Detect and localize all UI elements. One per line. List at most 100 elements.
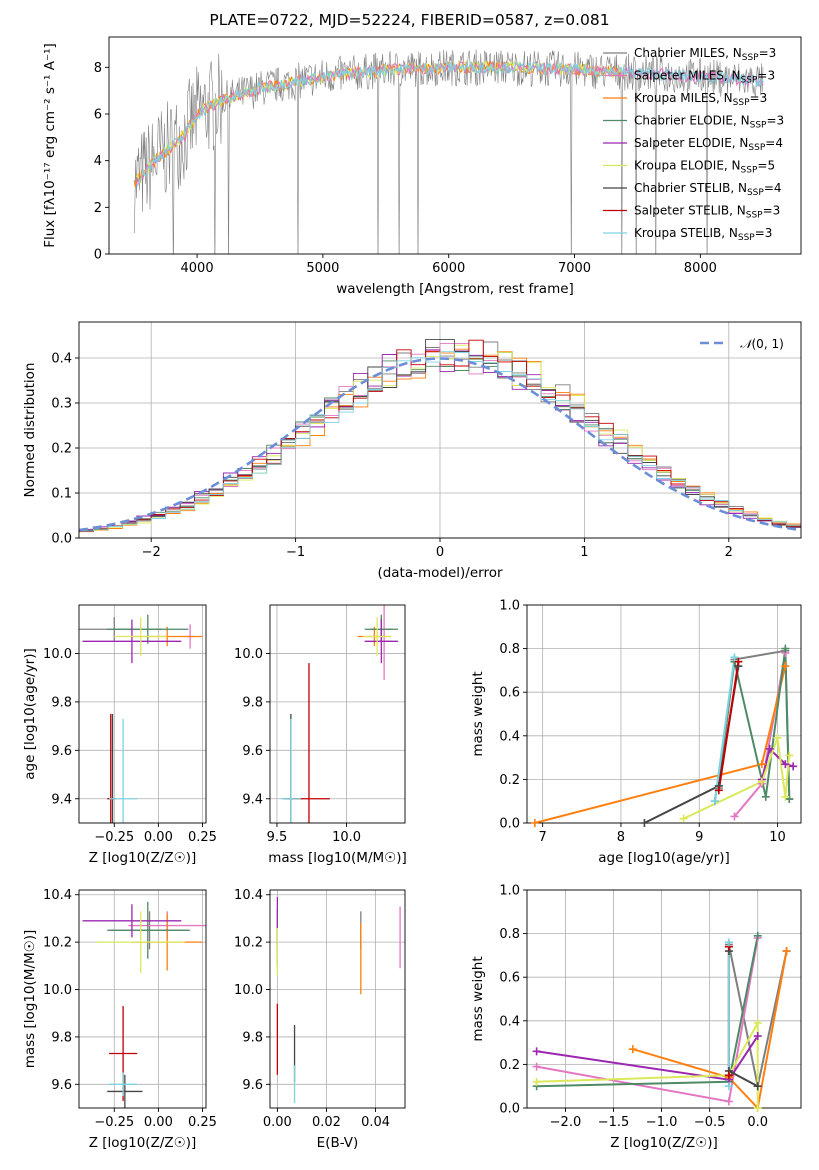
y-tick-label: 10.0	[43, 647, 72, 662]
panel-mass-vs-Z: −0.25 0.00 0.25 9.6 9.8 10.0 10.2 10.4 Z [log10(…	[22, 888, 217, 1151]
legend-entry: Chabrier STELIB, NSSP=4	[634, 181, 782, 198]
y-tick-label: 4	[94, 154, 102, 169]
weight-marker	[782, 947, 791, 956]
x-tick-label: −0.25	[94, 830, 134, 845]
panel-mass-weight-vs-age: 7 8 9 10 0.0 0.2 0.4 0.6 0.8 1.0 age [log10(age/yr…	[470, 599, 802, 866]
axes-frame	[526, 889, 802, 1109]
y-tick-label: 10.0	[43, 983, 72, 998]
y-tick-label: 6	[94, 108, 102, 123]
y-tick-label: 0.6	[499, 971, 520, 986]
weight-marker	[753, 1032, 762, 1041]
weight-marker	[628, 1045, 637, 1054]
plot-area	[79, 338, 801, 533]
weight-marker	[753, 931, 762, 940]
x-tick-label: 0.0	[747, 1115, 768, 1130]
y-tick-label: 10.4	[234, 888, 263, 903]
weight-marker	[761, 792, 770, 801]
weight-marker	[532, 1077, 541, 1086]
legend-entry: Chabrier ELODIE, NSSP=3	[634, 114, 784, 131]
legend-entry: Chabrier MILES, NSSP=3	[634, 46, 776, 63]
x-tick-label: 8	[617, 830, 625, 845]
legend-entry: Kroupa MILES, NSSP=3	[634, 91, 767, 108]
x-tick-label: 0.04	[361, 1115, 390, 1130]
y-tick-label: 0	[94, 248, 102, 263]
y-tick-label: 0.0	[51, 532, 72, 547]
y-tick-label: 2	[94, 201, 102, 216]
weight-marker	[710, 797, 719, 806]
legend-entry: Kroupa ELODIE, NSSP=5	[634, 159, 775, 176]
weight-marker	[730, 653, 739, 662]
x-tick-label: −1	[286, 545, 305, 560]
y-tick-label: 1.0	[499, 884, 520, 899]
y-axis-label: age [log10(age/yr)]	[22, 648, 38, 780]
x-tick-label: −0.5	[694, 1115, 726, 1130]
weight-marker	[679, 814, 688, 823]
x-tick-label: 2	[725, 545, 733, 560]
x-tick-label: 1	[580, 545, 588, 560]
y-tick-label: 9.6	[242, 744, 263, 759]
weight-marker	[724, 1071, 733, 1080]
x-tick-label: 4000	[181, 261, 214, 276]
weight-series-3	[536, 935, 759, 1088]
y-axis-label: Flux [fλ10⁻¹⁷ erg cm⁻² s⁻¹ A⁻¹]	[42, 43, 58, 248]
x-axis-label: wavelength [Angstrom, rest frame]	[336, 281, 574, 297]
x-tick-label: 0.00	[144, 830, 173, 845]
x-tick-label: 5000	[306, 261, 339, 276]
y-tick-label: 0.8	[499, 927, 520, 942]
y-tick-label: 10.0	[234, 647, 263, 662]
panel-mass-weight-vs-Z: −2.0 −1.5 −1.0 −0.5 0.0 0.0 0.2 0.4 0.6 0.8 1.0 Z […	[470, 884, 802, 1151]
spectrum-model-8	[136, 60, 764, 188]
x-tick-label: 0.25	[188, 1115, 217, 1130]
weight-marker	[724, 938, 733, 947]
y-tick-label: 9.8	[242, 695, 263, 710]
x-tick-label: 0	[436, 545, 444, 560]
weight-marker	[532, 1047, 541, 1056]
y-tick-label: 0.6	[499, 686, 520, 701]
y-axis-label: mass weight	[470, 671, 486, 756]
histogram-step-6	[79, 338, 801, 531]
x-tick-label: 0.00	[263, 1115, 292, 1130]
y-tick-label: 0.0	[499, 817, 520, 832]
x-tick-label: 7000	[558, 261, 591, 276]
legend-entry: Salpeter ELODIE, NSSP=4	[634, 136, 783, 153]
y-tick-label: 10.2	[43, 936, 72, 951]
axes-frame	[78, 604, 207, 824]
x-tick-label: 10.0	[332, 830, 361, 845]
y-axis-label: Normed distribution	[22, 363, 38, 498]
plot-area	[133, 49, 764, 254]
weight-marker	[781, 644, 790, 653]
plot-area	[82, 901, 206, 1108]
legend-entry: 𝒩(0, 1)	[740, 337, 784, 351]
weight-marker	[785, 751, 794, 760]
y-axis-label: mass [log10(M/M☉)]	[22, 930, 38, 1069]
axes-frame	[526, 604, 802, 824]
y-axis-label: mass weight	[470, 956, 486, 1041]
x-tick-label: 9.5	[267, 830, 288, 845]
x-axis-label: age [log10(age/yr)]	[598, 850, 730, 866]
weight-marker	[530, 819, 539, 827]
x-tick-label: 0.25	[188, 830, 217, 845]
y-tick-label: 9.4	[51, 792, 72, 807]
weight-marker	[753, 1082, 762, 1091]
weight-marker	[753, 1018, 762, 1027]
y-tick-label: 10.4	[43, 888, 72, 903]
y-tick-label: 9.6	[51, 744, 72, 759]
weight-marker	[789, 762, 798, 771]
axes-frame	[269, 889, 406, 1109]
weight-series-7	[717, 661, 740, 791]
y-tick-label: 0.2	[51, 442, 72, 457]
x-axis-label: Z [log10(Z/Z☉)]	[89, 1135, 197, 1151]
y-tick-label: 0.0	[499, 1102, 520, 1117]
x-axis-label: (data-model)/error	[377, 565, 503, 581]
y-tick-label: 8	[94, 61, 102, 76]
x-tick-label: 8000	[684, 261, 717, 276]
x-tick-label: −1.5	[598, 1115, 630, 1130]
panel-spectrum: 4000 5000 6000 7000 8000 0 2 4 6 8 wavelength [Ang…	[42, 36, 802, 297]
panel-age-vs-Z: −0.25 0.00 0.25 9.4 9.6 9.8 10.0 Z [log10(Z/Z☉)…	[22, 604, 217, 866]
y-tick-label: 1.0	[499, 599, 520, 614]
weight-marker	[724, 1082, 733, 1091]
weight-series-8	[713, 657, 736, 802]
weight-marker	[532, 1062, 541, 1071]
spectrum-data-line	[133, 49, 764, 254]
